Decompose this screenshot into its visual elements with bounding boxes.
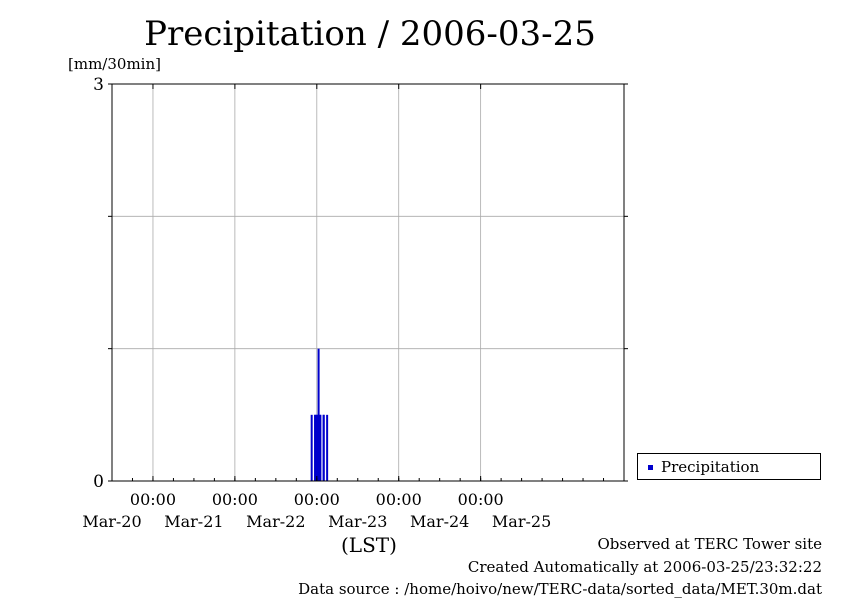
precipitation-bar xyxy=(322,414,325,481)
precipitation-bar xyxy=(317,348,320,481)
legend-swatch xyxy=(648,465,653,470)
precipitation-bar xyxy=(319,414,322,481)
legend: Precipitation xyxy=(637,453,821,480)
y-axis-unit-label: [mm/30min] xyxy=(68,55,161,73)
legend-label: Precipitation xyxy=(661,458,760,476)
footer-observed-site: Observed at TERC Tower site xyxy=(597,535,822,553)
axis-ticks xyxy=(108,83,628,482)
bar-series xyxy=(310,348,329,481)
x-tick-date-label: Mar-21 xyxy=(164,512,223,531)
precipitation-bar xyxy=(326,414,329,481)
grid-lines xyxy=(112,84,624,481)
x-tick-date-label: Mar-22 xyxy=(246,512,305,531)
precipitation-bar xyxy=(310,414,313,481)
plot-frame xyxy=(111,83,625,482)
precipitation-bar xyxy=(315,414,318,481)
footer-data-source: Data source : /home/hoivo/new/TERC-data/… xyxy=(298,580,822,598)
y-tick-label-0: 0 xyxy=(93,472,104,492)
x-tick-date-label: Mar-24 xyxy=(410,512,469,531)
x-tick-date-label: Mar-20 xyxy=(82,512,141,531)
x-axis-label: (LST) xyxy=(341,533,397,557)
footer-created-timestamp: Created Automatically at 2006-03-25/23:3… xyxy=(467,558,822,576)
precipitation-bar xyxy=(314,414,317,481)
x-tick-labels: 00:00 00:00 00:00 00:00 00:00 Mar-20 Mar-21 Mar… xyxy=(82,490,551,531)
y-tick-label-3: 3 xyxy=(93,75,104,95)
x-tick-date-label: Mar-23 xyxy=(328,512,387,531)
x-tick-time-label: 00:00 xyxy=(376,490,422,509)
x-tick-time-label: 00:00 xyxy=(458,490,504,509)
x-tick-time-label: 00:00 xyxy=(212,490,258,509)
x-tick-time-label: 00:00 xyxy=(130,490,176,509)
chart-title: Precipitation / 2006-03-25 xyxy=(144,14,596,54)
x-tick-date-label: Mar-25 xyxy=(492,512,551,531)
x-tick-time-label: 00:00 xyxy=(294,490,340,509)
precipitation-bar xyxy=(317,414,320,481)
